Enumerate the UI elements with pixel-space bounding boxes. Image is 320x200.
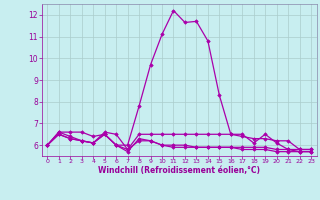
X-axis label: Windchill (Refroidissement éolien,°C): Windchill (Refroidissement éolien,°C) [98,166,260,175]
